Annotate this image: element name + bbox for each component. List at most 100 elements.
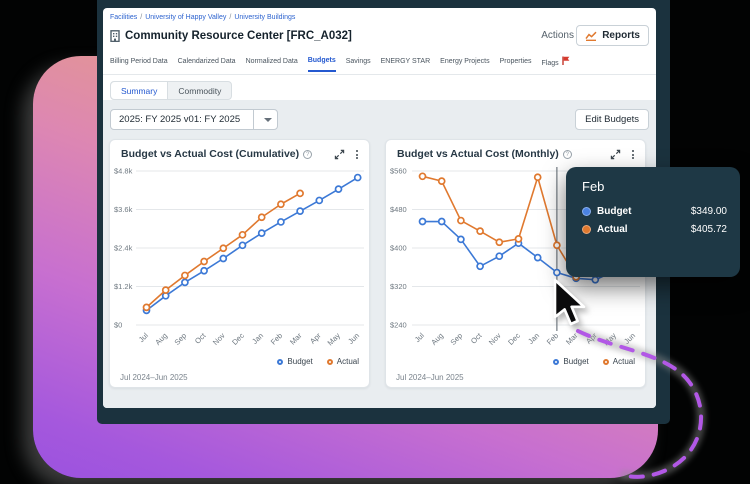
reports-button[interactable]: Reports	[576, 25, 649, 46]
tooltip-month: Feb	[582, 179, 605, 194]
data-point-budget[interactable]	[315, 196, 324, 205]
line-chart-icon	[585, 31, 597, 41]
legend-budget-label: Budget	[287, 357, 313, 366]
breadcrumb-separator: /	[229, 14, 232, 21]
info-icon[interactable]: ?	[562, 149, 572, 159]
legend-actual-label: Actual	[612, 357, 635, 366]
data-point-budget[interactable]	[437, 217, 446, 226]
series-line-actual	[422, 175, 577, 278]
budget-dot-icon	[582, 207, 591, 216]
data-point-budget[interactable]	[200, 266, 208, 275]
breadcrumb: Facilities / University of Happy Valley / Un…	[110, 14, 295, 21]
legend-actual[interactable]: Actual	[602, 357, 635, 366]
subtab-commodity[interactable]: Commodity	[178, 85, 222, 96]
data-point-actual[interactable]	[277, 200, 285, 209]
data-point-budget[interactable]	[457, 235, 465, 244]
info-icon[interactable]: ?	[303, 149, 313, 159]
data-point-actual[interactable]	[200, 257, 208, 266]
tab-flags[interactable]: Flags	[541, 56, 570, 73]
data-point-actual[interactable]	[219, 244, 228, 253]
data-point-budget[interactable]	[277, 218, 285, 226]
kebab-menu-icon[interactable]	[631, 149, 635, 160]
data-point-actual[interactable]	[457, 216, 465, 225]
data-point-actual[interactable]	[495, 238, 504, 247]
budget-ring-icon	[277, 358, 284, 365]
x-axis-label: Jan	[250, 331, 265, 346]
x-axis-label: Dec	[230, 331, 246, 347]
y-axis-label: $1.2k	[114, 282, 133, 291]
y-axis-label: $400	[390, 244, 407, 253]
x-axis-label: Mar	[288, 331, 304, 347]
data-point-actual[interactable]	[142, 303, 151, 312]
data-point-budget[interactable]	[296, 207, 304, 215]
data-point-budget[interactable]	[181, 278, 189, 287]
legend-budget[interactable]: Budget	[277, 357, 313, 366]
data-point-budget[interactable]	[238, 241, 247, 250]
tab-energy-projects[interactable]: Energy Projects	[440, 58, 490, 65]
data-point-budget[interactable]	[257, 229, 266, 237]
data-point-actual[interactable]	[257, 213, 266, 222]
monthly-chart-plot: $560 $480 $400 $320 $240 Jul Aug Sep Oct Nov Dec Ja…	[390, 167, 640, 348]
data-point-budget[interactable]	[591, 275, 600, 284]
data-point-actual[interactable]	[296, 189, 304, 198]
data-point-actual[interactable]	[553, 241, 561, 250]
kebab-menu-icon[interactable]	[355, 149, 359, 160]
tab-savings[interactable]: Savings	[345, 58, 371, 65]
data-point-actual[interactable]	[514, 235, 523, 243]
series-line-budget	[146, 176, 359, 312]
x-axis-label: May	[602, 331, 619, 348]
data-point-actual[interactable]	[238, 230, 247, 239]
breadcrumb-separator: /	[140, 14, 143, 21]
tab-normalized-data[interactable]: Normalized Data	[245, 58, 298, 65]
breadcrumb-buildings[interactable]: University Buildings	[234, 14, 296, 21]
budget-version-select[interactable]: 2025: FY 2025 v01: FY 2025	[110, 109, 278, 130]
data-point-actual[interactable]	[418, 172, 427, 181]
subtab-summary[interactable]: Summary	[111, 82, 169, 99]
x-axis-label: Aug	[429, 331, 445, 347]
mouse-cursor	[553, 278, 586, 326]
expand-icon[interactable]	[334, 149, 345, 160]
data-point-budget[interactable]	[476, 262, 484, 271]
edit-budgets-label: Edit Budgets	[585, 114, 639, 125]
actual-dot-icon	[582, 225, 591, 234]
chart-date-range: Jul 2024–Jun 2025	[120, 373, 188, 382]
y-axis-label: $0	[114, 321, 122, 330]
header-divider	[103, 74, 656, 75]
edit-budgets-button[interactable]: Edit Budgets	[575, 109, 649, 130]
data-point-budget[interactable]	[495, 252, 504, 261]
data-point-budget[interactable]	[353, 173, 362, 182]
breadcrumb-org[interactable]: University of Happy Valley	[145, 14, 227, 21]
data-point-actual[interactable]	[476, 227, 484, 236]
x-axis-label: Jun	[622, 331, 637, 346]
x-axis-label: Jun	[346, 331, 361, 346]
cumulative-chart-card: Budget vs Actual Cost (Cumulative) ? $4.…	[109, 139, 370, 388]
data-point-actual[interactable]	[181, 271, 189, 280]
tab-calendarized-data[interactable]: Calendarized Data	[177, 58, 236, 65]
breadcrumb-facilities[interactable]: Facilities	[110, 14, 138, 21]
tab-budgets[interactable]: Budgets	[307, 57, 336, 72]
data-point-budget[interactable]	[219, 254, 228, 263]
data-point-budget[interactable]	[334, 185, 343, 193]
y-axis-label: $3.6k	[114, 205, 133, 214]
data-point-budget[interactable]	[553, 268, 561, 277]
select-dropdown-cap[interactable]	[253, 110, 277, 129]
tab-energy-star[interactable]: ENERGY STAR	[380, 58, 431, 65]
monthly-chart-title: Budget vs Actual Cost (Monthly)	[397, 148, 559, 160]
expand-icon[interactable]	[610, 149, 621, 160]
x-axis-label: Sep	[173, 331, 189, 347]
tooltip-budget-row: Budget $349.00	[582, 206, 727, 217]
tab-properties[interactable]: Properties	[499, 58, 532, 65]
tab-billing-period-data[interactable]: Billing Period Data	[110, 58, 168, 65]
x-axis-label: Nov	[487, 331, 503, 347]
data-point-actual[interactable]	[161, 286, 170, 294]
data-point-actual[interactable]	[437, 177, 446, 185]
data-point-budget[interactable]	[533, 253, 542, 262]
data-point-actual[interactable]	[533, 173, 542, 182]
legend-budget-label: Budget	[563, 357, 589, 366]
data-point-budget[interactable]	[418, 217, 427, 226]
legend-actual[interactable]: Actual	[326, 357, 359, 366]
y-axis-label: $560	[390, 167, 407, 176]
tooltip-actual-row: Actual $405.72	[582, 224, 727, 235]
legend-budget[interactable]: Budget	[553, 357, 589, 366]
